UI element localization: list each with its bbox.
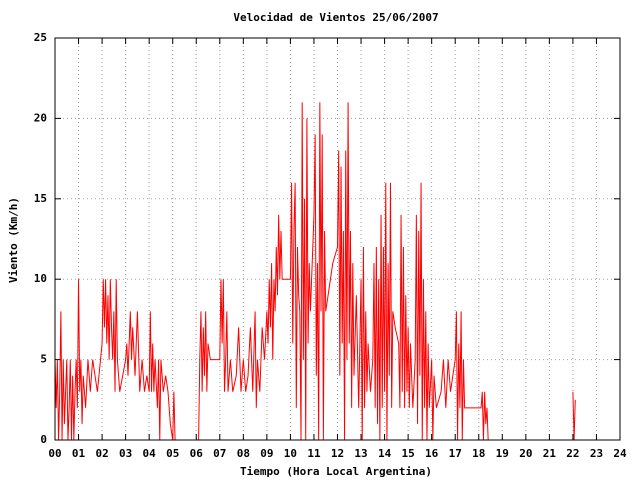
x-tick-label: 20 (519, 447, 532, 460)
x-tick-label: 18 (472, 447, 485, 460)
x-tick-label: 19 (496, 447, 509, 460)
x-tick-label: 13 (354, 447, 367, 460)
x-tick-label: 24 (613, 447, 627, 460)
y-tick-label: 15 (34, 192, 47, 205)
wind-line (54, 102, 576, 441)
x-tick-label: 09 (260, 447, 273, 460)
y-axis-label: Viento (Km/h) (7, 197, 20, 283)
x-tick-label: 08 (237, 447, 250, 460)
x-tick-label: 02 (95, 447, 108, 460)
x-tick-label: 21 (543, 447, 557, 460)
x-tick-label: 15 (402, 447, 415, 460)
x-tick-label: 14 (378, 447, 392, 460)
x-tick-label: 10 (284, 447, 297, 460)
y-tick-label: 20 (34, 111, 47, 124)
x-tick-label: 11 (307, 447, 321, 460)
x-tick-label: 06 (190, 447, 204, 460)
x-tick-label: 04 (143, 447, 157, 460)
x-tick-label: 22 (566, 447, 579, 460)
y-tick-label: 10 (34, 272, 47, 285)
x-tick-label: 01 (72, 447, 86, 460)
x-tick-label: 07 (213, 447, 226, 460)
x-tick-label: 00 (48, 447, 61, 460)
chart-title: Velocidad de Vientos 25/06/2007 (233, 11, 438, 24)
y-tick-label: 25 (34, 31, 47, 44)
x-tick-label: 23 (590, 447, 603, 460)
x-tick-label: 03 (119, 447, 132, 460)
x-axis-label: Tiempo (Hora Local Argentina) (240, 465, 432, 478)
plot-border (54, 37, 621, 441)
x-tick-label: 05 (166, 447, 179, 460)
y-tick-label: 5 (40, 353, 47, 366)
x-tick-label: 12 (331, 447, 344, 460)
x-tick-label: 16 (425, 447, 439, 460)
x-tick-label: 17 (449, 447, 462, 460)
y-tick-label: 0 (40, 433, 47, 446)
